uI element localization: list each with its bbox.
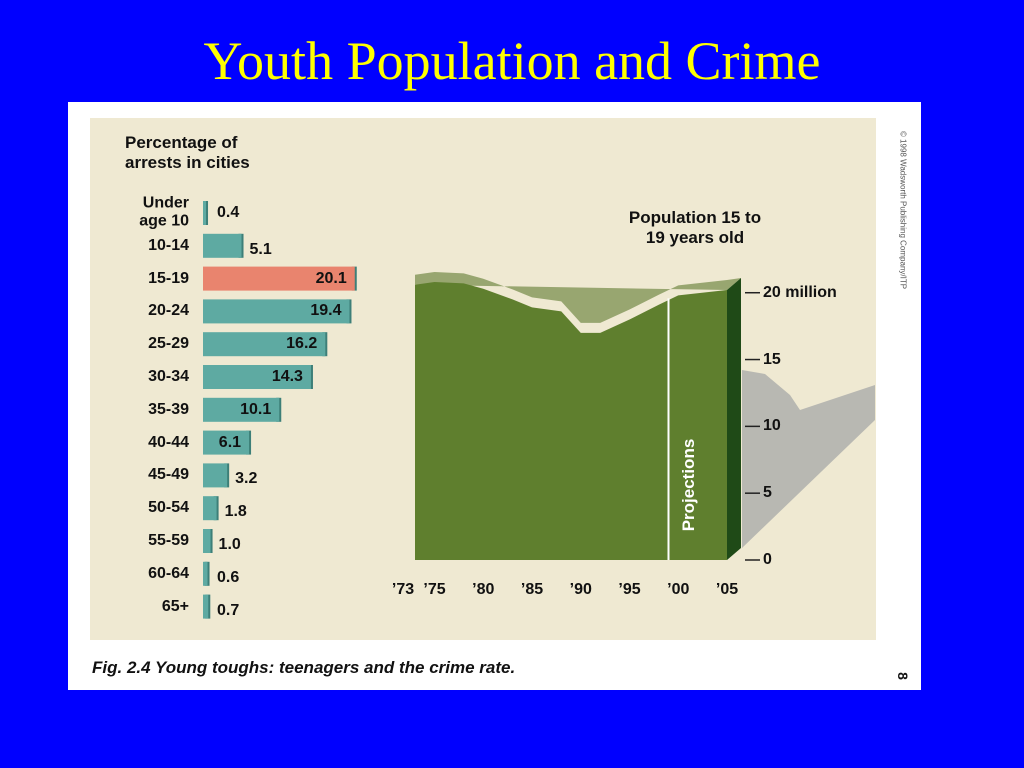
bar	[203, 266, 355, 291]
bar	[203, 233, 242, 258]
value-label: 1.8	[224, 502, 247, 520]
category-label: 45-49	[148, 466, 189, 484]
value-label: 0.6	[217, 568, 240, 586]
category-label: 50-54	[148, 498, 189, 516]
area-side-face	[727, 278, 741, 560]
bar	[203, 561, 208, 586]
y-tick-label: 5	[763, 483, 772, 501]
chart-title: Percentage of arrests in cities	[125, 133, 250, 172]
slide-title: Youth Population and Crime	[203, 31, 821, 91]
value-label: 20.1	[315, 269, 347, 287]
category-label: 25-29	[148, 334, 189, 352]
bar	[203, 463, 228, 488]
copyright: © 1998 Wadsworth Publishing Company/ITP	[898, 130, 908, 290]
bar	[203, 430, 250, 455]
shadow-area	[742, 370, 875, 548]
x-tick-label: ’90	[569, 580, 592, 598]
x-tick-label: ’05	[715, 580, 739, 598]
x-tick-label: ’95	[618, 580, 641, 598]
value-label: 0.4	[217, 203, 240, 221]
bar	[203, 397, 280, 422]
y-tick-label: 10	[763, 417, 781, 435]
x-tick-label: ’80	[472, 580, 495, 598]
value-label: 10.1	[240, 400, 272, 418]
value-label: 0.7	[217, 601, 240, 619]
area-top-face	[415, 272, 741, 323]
value-label: 1.0	[218, 535, 241, 553]
category-label: Under age 10	[139, 194, 189, 230]
y-tick-label: 15	[763, 350, 781, 368]
bar	[203, 299, 350, 324]
projection-label: Projections	[678, 438, 698, 532]
category-label: 30-34	[148, 367, 189, 385]
value-label: 19.4	[310, 302, 342, 320]
x-tick-label: ’00	[667, 580, 690, 598]
x-tick-label: ’75	[423, 580, 446, 598]
bar	[203, 332, 326, 357]
value-label: 16.2	[286, 334, 318, 352]
bar	[203, 365, 311, 389]
bar	[203, 529, 211, 553]
category-label: 65+	[161, 597, 189, 615]
caption: Fig. 2.4 Young toughs: teenagers and the…	[92, 658, 516, 677]
chart-title: Population 15 to 19 years old	[628, 208, 762, 247]
category-label: 60-64	[148, 564, 189, 582]
value-label: 6.1	[218, 433, 242, 451]
page-number: 8	[895, 672, 912, 680]
bar	[203, 201, 207, 225]
category-label: 20-24	[148, 302, 189, 320]
category-label: 35-39	[148, 400, 189, 418]
area	[415, 282, 727, 560]
category-label: 10-14	[148, 236, 189, 254]
value-label: 5.1	[249, 240, 272, 258]
bar	[203, 496, 217, 521]
bar	[203, 594, 209, 619]
category-label: 55-59	[148, 531, 189, 549]
x-tick-label: ’85	[520, 580, 544, 598]
value-label: 14.3	[271, 367, 303, 385]
category-label: 40-44	[148, 433, 189, 451]
y-tick-label: 20 million	[763, 283, 837, 301]
category-label: 15-19	[148, 269, 189, 287]
x-tick-label: ’73	[391, 580, 415, 598]
value-label: 3.2	[235, 470, 258, 488]
y-tick-label: 0	[763, 550, 772, 568]
